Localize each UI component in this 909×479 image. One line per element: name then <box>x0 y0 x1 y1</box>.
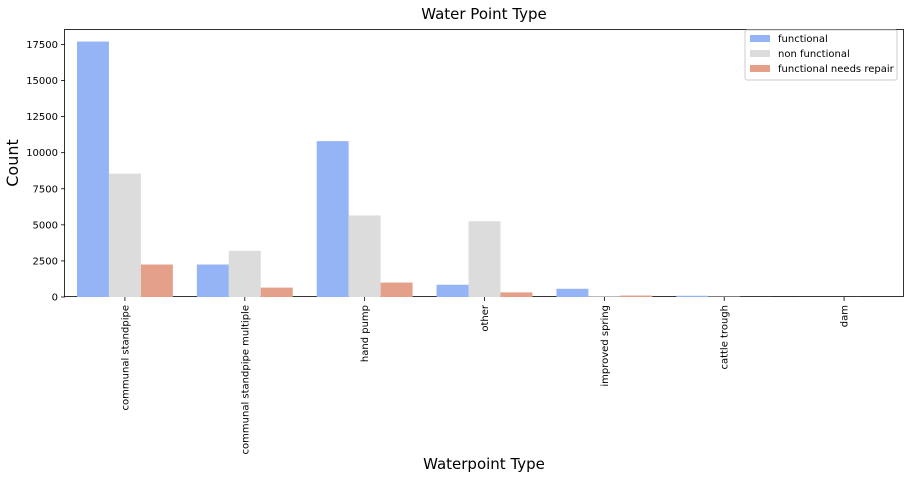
x-tick-label: dam <box>840 305 851 327</box>
bar-functional-needs-repair <box>620 295 653 297</box>
bar-non-functional <box>228 250 261 297</box>
bar-functional-needs-repair <box>500 292 533 297</box>
bar-non-functional <box>588 296 621 297</box>
bar-non-functional <box>108 173 141 297</box>
y-axis: 0 2500 5000 7500 10000 12500 15000 17500 <box>26 40 65 304</box>
legend: functional non functional functional needs… <box>744 29 898 81</box>
bar-functional-needs-repair <box>380 282 413 297</box>
y-tick-label: 7500 <box>33 184 58 195</box>
x-tick-label: improved spring <box>600 305 611 387</box>
x-tick-label: communal standpipe <box>120 305 131 410</box>
chart-title: Water Point Type <box>421 5 547 23</box>
bar-functional-needs-repair <box>260 287 293 297</box>
bar-functional-needs-repair <box>140 264 173 297</box>
x-tick-label: communal standpipe multiple <box>240 305 251 454</box>
y-tick-label: 5000 <box>33 220 58 231</box>
x-axis: communal standpipe communal standpipe mul… <box>120 297 851 454</box>
x-axis-title: Waterpoint Type <box>423 455 545 473</box>
x-tick-label: other <box>480 304 491 332</box>
bar-non-functional <box>468 221 501 297</box>
bar-functional <box>676 295 709 297</box>
legend-label: functional <box>778 34 828 45</box>
y-axis-title: Count <box>3 139 22 187</box>
y-tick-label: 12500 <box>26 112 58 123</box>
y-tick-label: 17500 <box>26 40 58 51</box>
legend-box <box>744 29 898 81</box>
x-tick-label: cattle trough <box>720 305 731 370</box>
bar-functional <box>196 264 229 297</box>
legend-swatch <box>750 35 770 42</box>
legend-label: non functional <box>778 49 850 60</box>
y-tick-label: 10000 <box>26 148 58 159</box>
x-tick-label: hand pump <box>360 305 371 362</box>
legend-label: functional needs repair <box>778 64 895 75</box>
legend-swatch <box>750 65 770 72</box>
bar-functional <box>556 288 589 297</box>
bars <box>76 41 861 297</box>
legend-swatch <box>750 50 770 57</box>
y-tick-label: 2500 <box>33 256 58 267</box>
bar-functional <box>436 284 469 297</box>
y-tick-label: 0 <box>52 293 58 304</box>
y-tick-label: 15000 <box>26 76 58 87</box>
bar-non-functional <box>348 215 381 297</box>
bar-functional <box>316 141 349 297</box>
bar-functional <box>76 41 109 297</box>
